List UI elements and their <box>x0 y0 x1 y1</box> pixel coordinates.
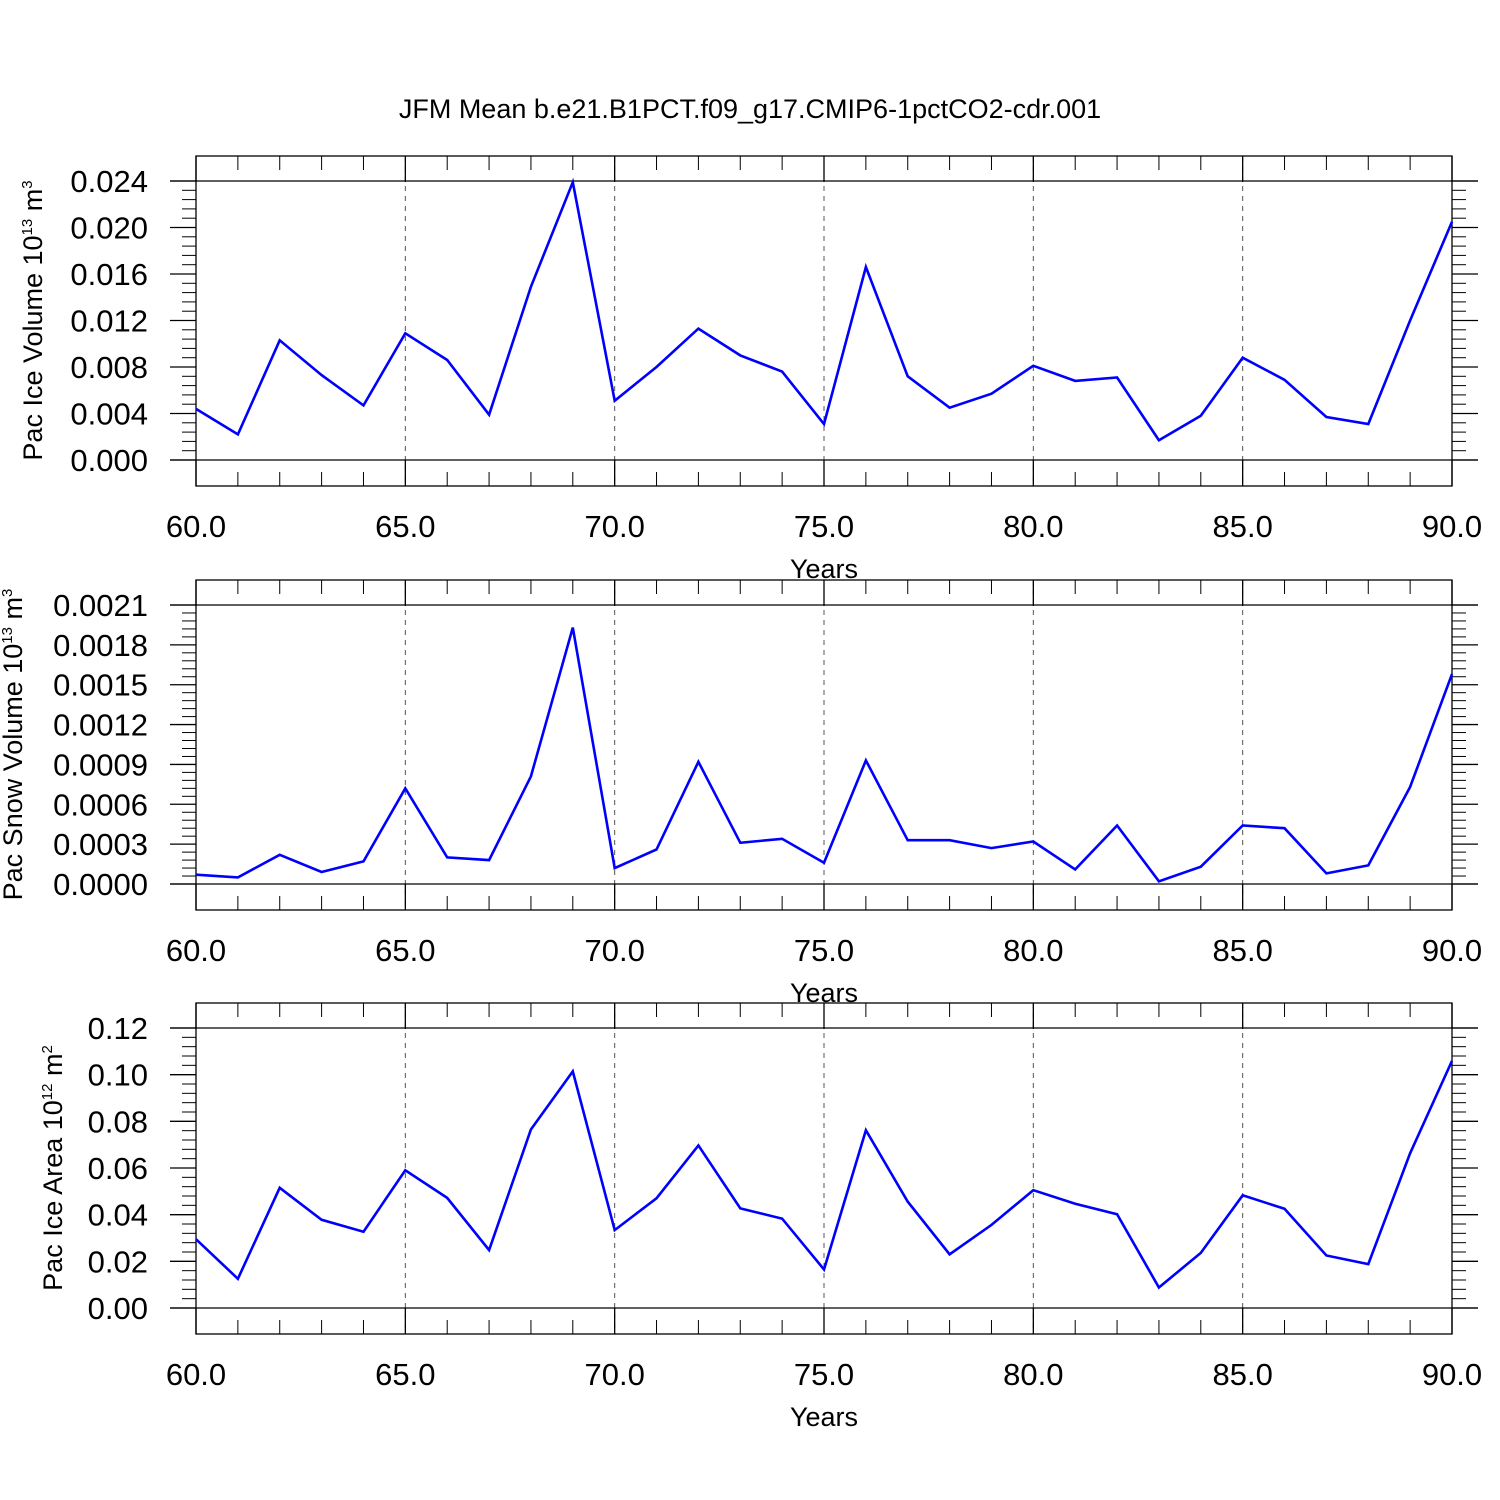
x-axis-label: Years <box>790 554 858 584</box>
x-tick-label: 60.0 <box>166 933 226 968</box>
x-axis-label: Years <box>790 1402 858 1432</box>
y-axis-label-unit-exponent: 3 <box>19 180 36 188</box>
y-tick-label: 0.0021 <box>53 588 148 623</box>
y-axis-label: Pac Ice Volume 1013 m3 <box>18 180 48 460</box>
y-axis-label-exponent: 13 <box>0 627 16 644</box>
x-tick-label: 90.0 <box>1422 933 1482 968</box>
y-tick-label: 0.0009 <box>53 747 148 782</box>
y-tick-label: 0.08 <box>88 1104 148 1139</box>
chart-title: JFM Mean b.e21.B1PCT.f09_g17.CMIP6-1pctC… <box>399 94 1101 124</box>
y-axis-label-text: Pac Ice Area 10 <box>38 1100 68 1291</box>
y-axis-label-unit: m <box>0 597 28 627</box>
x-tick-label: 80.0 <box>1003 1357 1063 1392</box>
panel-1: 0.000 0.004 0.008 0.012 0.016 0.020 0.024 60.0 6… <box>18 155 1482 584</box>
y-tick-label: 0.0012 <box>53 708 148 743</box>
y-tick-label: 0.0015 <box>53 668 148 703</box>
y-axis-label-unit-exponent: 2 <box>39 1045 56 1053</box>
x-tick-label: 90.0 <box>1422 509 1482 544</box>
x-tick-label: 75.0 <box>794 1357 854 1392</box>
x-tick-label: 70.0 <box>584 509 644 544</box>
x-tick-label: 80.0 <box>1003 933 1063 968</box>
y-tick-label: 0.000 <box>70 443 148 478</box>
y-axis-label: Pac Ice Area 1012 m2 <box>38 1045 68 1291</box>
x-tick-label: 80.0 <box>1003 509 1063 544</box>
x-tick-label: 60.0 <box>166 509 226 544</box>
y-tick-label: 0.12 <box>88 1011 148 1046</box>
y-tick-label: 0.0003 <box>53 827 148 862</box>
y-axis-label-text: Pac Snow Volume 10 <box>0 644 28 901</box>
y-axis-label-text: Pac Ice Volume 10 <box>18 235 48 460</box>
x-tick-label: 75.0 <box>794 933 854 968</box>
y-axis-label-unit: m <box>38 1054 68 1084</box>
x-tick-label: 75.0 <box>794 509 854 544</box>
y-tick-label: 0.06 <box>88 1151 148 1186</box>
x-tick-label: 85.0 <box>1212 1357 1272 1392</box>
panel-3: 0.00 0.02 0.04 0.06 0.08 0.10 0.12 60.0 65.0 70.0… <box>38 1002 1482 1432</box>
y-tick-label: 0.012 <box>70 304 148 339</box>
y-tick-label: 0.004 <box>70 397 148 432</box>
y-tick-label: 0.008 <box>70 350 148 385</box>
y-tick-label: 0.0018 <box>53 628 148 663</box>
y-tick-label: 0.02 <box>88 1244 148 1279</box>
y-tick-label: 0.10 <box>88 1058 148 1093</box>
x-tick-label: 70.0 <box>584 933 644 968</box>
x-tick-label: 70.0 <box>584 1357 644 1392</box>
y-tick-label: 0.024 <box>70 164 148 199</box>
y-axis-label-unit-exponent: 3 <box>0 589 16 597</box>
y-tick-label: 0.00 <box>88 1291 148 1326</box>
panel-2: 0.0000 0.0003 0.0006 0.0009 0.0012 0.0015 0.00… <box>0 579 1482 1008</box>
y-tick-label: 0.0006 <box>53 787 148 822</box>
x-tick-label: 60.0 <box>166 1357 226 1392</box>
y-tick-label: 0.016 <box>70 257 148 292</box>
x-tick-label: 85.0 <box>1212 509 1272 544</box>
y-tick-label: 0.04 <box>88 1198 148 1233</box>
x-tick-label: 90.0 <box>1422 1357 1482 1392</box>
y-axis-label-unit: m <box>18 189 48 219</box>
y-axis-label: Pac Snow Volume 1013 m3 <box>0 589 28 901</box>
y-axis-label-exponent: 12 <box>39 1084 56 1101</box>
y-axis-label-exponent: 13 <box>19 219 36 236</box>
y-tick-label: 0.020 <box>70 211 148 246</box>
x-tick-label: 85.0 <box>1212 933 1272 968</box>
x-tick-label: 65.0 <box>375 933 435 968</box>
x-tick-label: 65.0 <box>375 1357 435 1392</box>
y-tick-label: 0.0000 <box>53 867 148 902</box>
x-tick-label: 65.0 <box>375 509 435 544</box>
